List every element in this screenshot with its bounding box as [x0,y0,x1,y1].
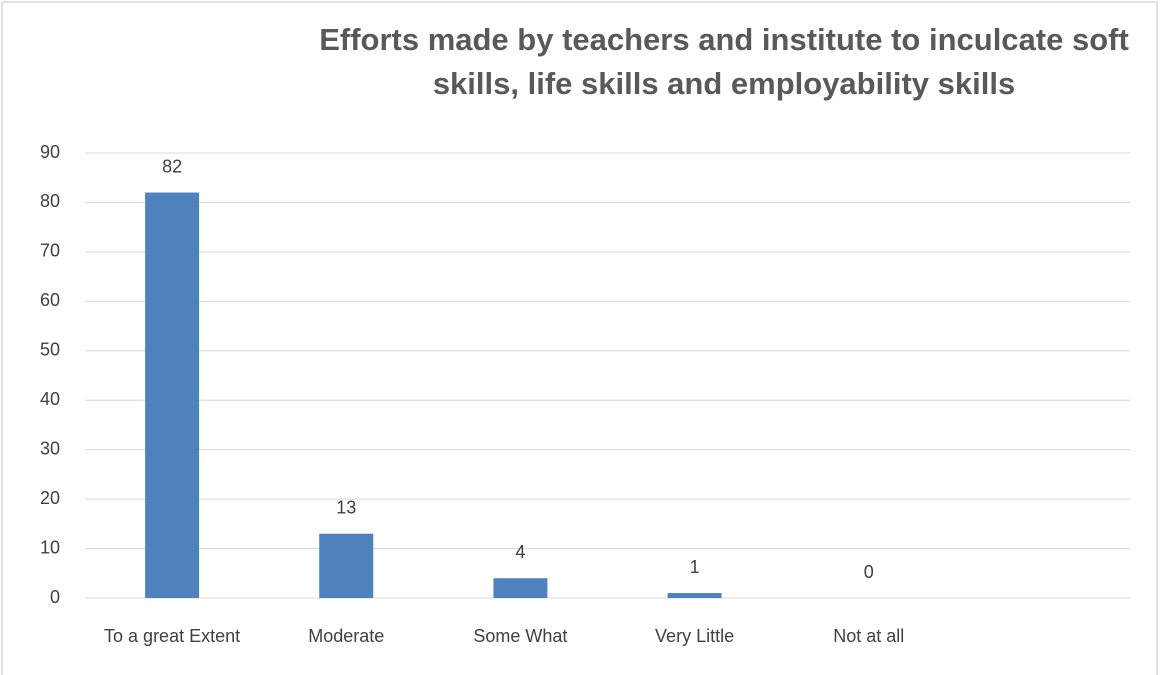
data-label: 0 [864,562,874,582]
y-tick-label: 40 [40,389,60,409]
bar [145,192,200,599]
bar [667,593,722,598]
x-tick-label: Very Little [655,626,734,646]
y-tick-label: 70 [40,241,60,261]
bar [493,578,548,598]
y-tick-label: 50 [40,340,60,360]
y-tick-label: 30 [40,438,60,458]
x-tick-label: Moderate [308,626,384,646]
y-tick-label: 20 [40,488,60,508]
x-tick-label: Some What [473,626,567,646]
data-label: 13 [336,497,356,517]
x-tick-label: To a great Extent [104,626,240,646]
chart-title: Efforts made by teachers and institute t… [319,22,1129,101]
bar [319,533,374,598]
y-tick-label: 90 [40,142,60,162]
x-tick-label: Not at all [833,626,904,646]
y-tick-label: 0 [50,587,60,607]
data-label: 82 [162,156,182,176]
y-tick-label: 10 [40,537,60,557]
y-tick-label: 80 [40,191,60,211]
data-label: 1 [690,557,700,577]
data-label: 4 [515,542,525,562]
y-tick-label: 60 [40,290,60,310]
